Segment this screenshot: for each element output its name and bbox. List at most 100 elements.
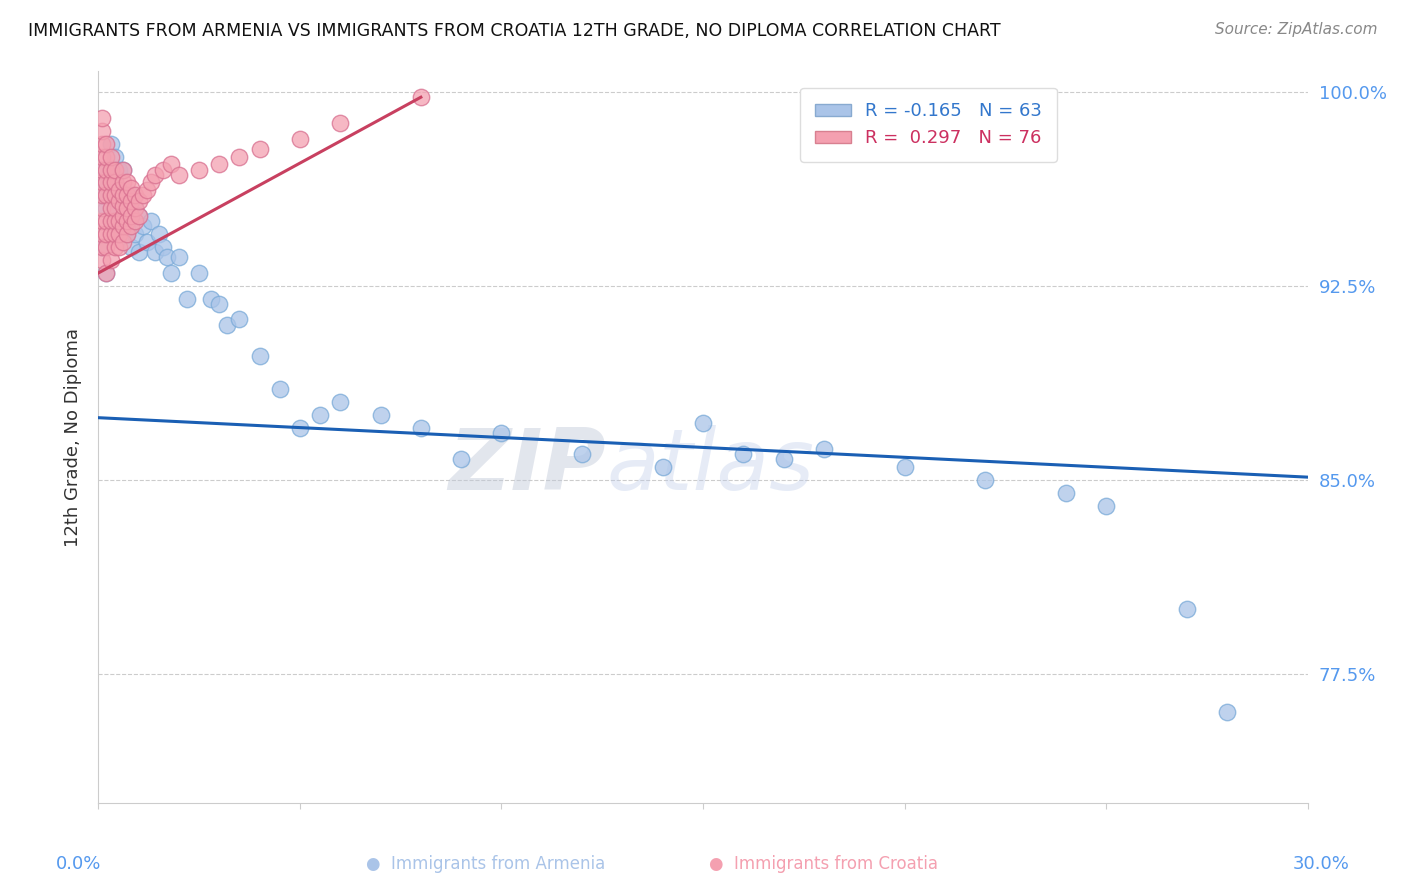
Point	[208, 297, 231, 311]
Point	[96, 176, 118, 190]
Point	[188, 266, 211, 280]
Point	[111, 176, 134, 190]
Point	[135, 235, 157, 249]
Point	[120, 180, 142, 194]
Point	[100, 227, 122, 242]
Point	[100, 176, 122, 190]
Point	[269, 382, 291, 396]
Point	[651, 459, 673, 474]
Point	[124, 188, 146, 202]
Point	[111, 188, 134, 202]
Point	[329, 395, 352, 409]
Point	[128, 245, 150, 260]
Point	[96, 214, 118, 228]
Point	[156, 251, 179, 265]
Point	[96, 266, 118, 280]
Point	[1095, 499, 1118, 513]
Point	[100, 214, 122, 228]
Point	[91, 202, 114, 216]
Point	[100, 214, 122, 228]
Point	[143, 168, 166, 182]
Point	[107, 214, 129, 228]
Point	[103, 176, 125, 190]
Point	[103, 240, 125, 254]
Point	[115, 194, 138, 208]
Point	[120, 219, 142, 234]
Point	[160, 266, 183, 280]
Text: 0.0%: 0.0%	[56, 855, 101, 873]
Point	[124, 214, 146, 228]
Point	[152, 240, 174, 254]
Point	[139, 214, 162, 228]
Point	[217, 318, 239, 332]
Point	[91, 150, 114, 164]
Point	[107, 194, 129, 208]
Point	[100, 136, 122, 151]
Point	[115, 214, 138, 228]
Point	[135, 183, 157, 197]
Point	[128, 194, 150, 208]
Point	[571, 447, 593, 461]
Point	[132, 188, 155, 202]
Point	[103, 214, 125, 228]
Point	[200, 292, 222, 306]
Point	[1216, 706, 1239, 720]
Point	[96, 162, 118, 177]
Point	[107, 227, 129, 242]
Text: atlas: atlas	[606, 425, 814, 508]
Point	[111, 214, 134, 228]
Point	[111, 188, 134, 202]
Point	[103, 162, 125, 177]
Point	[772, 452, 794, 467]
Point	[974, 473, 997, 487]
Point	[111, 162, 134, 177]
Point	[692, 416, 714, 430]
Point	[103, 150, 125, 164]
Point	[91, 253, 114, 268]
Point	[91, 136, 114, 151]
Point	[309, 408, 332, 422]
Point	[91, 162, 114, 177]
Point	[160, 157, 183, 171]
Point	[111, 219, 134, 234]
Point	[167, 168, 190, 182]
Point	[208, 157, 231, 171]
Point	[96, 266, 118, 280]
Point	[228, 312, 250, 326]
Point	[115, 227, 138, 242]
Point	[111, 199, 134, 213]
Point	[143, 245, 166, 260]
Point	[139, 176, 162, 190]
Point	[111, 235, 134, 249]
Point	[115, 176, 138, 190]
Point	[107, 240, 129, 254]
Point	[91, 214, 114, 228]
Point	[107, 188, 129, 202]
Point	[370, 408, 392, 422]
Point	[491, 426, 513, 441]
Point	[91, 240, 114, 254]
Point	[228, 150, 250, 164]
Point	[111, 209, 134, 223]
Point	[120, 209, 142, 223]
Point	[96, 240, 118, 254]
Point	[132, 219, 155, 234]
Point	[128, 209, 150, 223]
Point	[409, 90, 432, 104]
Point	[120, 188, 142, 202]
Point	[100, 162, 122, 177]
Point	[1175, 602, 1198, 616]
Point	[100, 188, 122, 202]
Text: ●  Immigrants from Croatia: ● Immigrants from Croatia	[710, 855, 938, 873]
Point	[103, 176, 125, 190]
Point	[288, 131, 311, 145]
Point	[91, 111, 114, 125]
Point	[96, 227, 118, 242]
Point	[91, 227, 114, 242]
Point	[91, 176, 114, 190]
Point	[115, 227, 138, 242]
Point	[329, 116, 352, 130]
Point	[124, 202, 146, 216]
Legend: R = -0.165   N = 63, R =  0.297   N = 76: R = -0.165 N = 63, R = 0.297 N = 76	[800, 87, 1057, 161]
Point	[128, 209, 150, 223]
